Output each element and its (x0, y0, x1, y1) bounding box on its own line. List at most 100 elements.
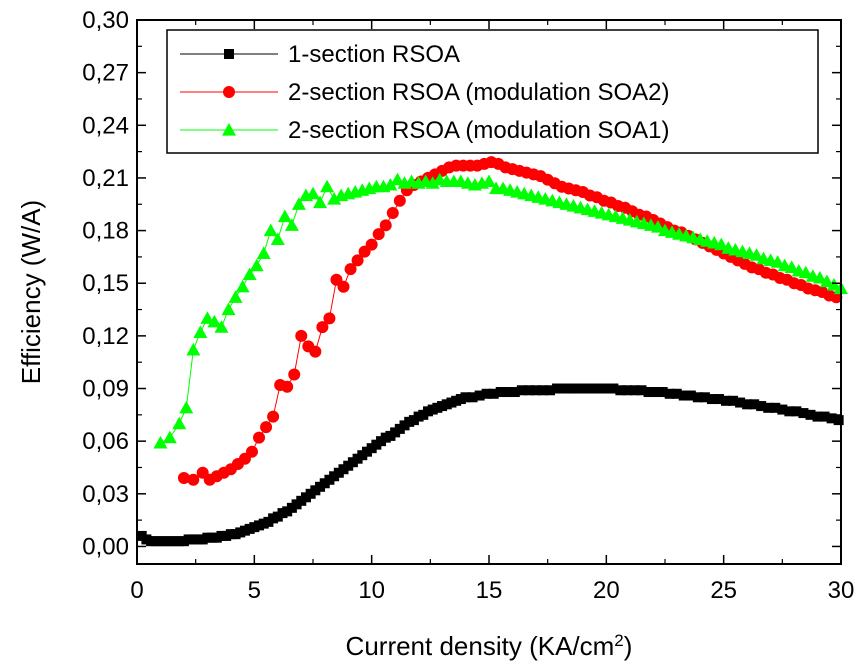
data-point (260, 421, 273, 434)
data-point (713, 394, 724, 405)
data-point (826, 277, 841, 291)
data-point (267, 410, 280, 423)
series-2 (177, 156, 843, 486)
legend-label: 2-section RSOA (modulation SOA2) (288, 79, 670, 106)
axis-layer: 0 5 10 15 20 25 30 0,00 0,03 0,06 0,09 0,12 0,15 0,18… (82, 7, 854, 604)
legend-entry: 2-section RSOA (modulation SOA2) (180, 79, 670, 106)
data-point (502, 387, 513, 398)
data-point (608, 383, 619, 394)
data-point (309, 345, 322, 358)
x-tick-label: 10 (358, 577, 385, 604)
data-point (756, 401, 767, 412)
data-point (622, 385, 633, 396)
data-point (393, 194, 406, 207)
data-point (580, 383, 591, 394)
data-point (277, 209, 292, 223)
x-axis-title-main: Current density (KA/cm (346, 631, 615, 661)
series-layer (136, 156, 848, 547)
y-tick-label: 0,09 (82, 376, 129, 403)
data-point (552, 383, 563, 394)
data-point (706, 394, 717, 405)
data-point (379, 219, 392, 232)
series-1 (136, 383, 844, 547)
data-point (320, 179, 335, 193)
data-point (699, 392, 710, 403)
data-point (692, 392, 703, 403)
data-point (383, 177, 398, 191)
data-point (386, 207, 399, 220)
y-tick-label: 0,06 (82, 428, 129, 455)
data-point (728, 395, 739, 406)
data-point (316, 321, 329, 334)
data-point (798, 408, 809, 419)
data-point (819, 411, 830, 422)
data-point (390, 172, 405, 186)
y-tick-label: 0,30 (82, 7, 129, 34)
data-point (295, 329, 308, 342)
legend-entry: 1-section RSOA (180, 41, 460, 68)
series-line (183, 161, 837, 481)
data-point (365, 238, 378, 251)
data-point (306, 186, 320, 200)
data-point (253, 431, 266, 444)
y-axis-title: Efficiency (W/A) (16, 200, 46, 384)
data-point (685, 390, 696, 401)
data-point (770, 255, 785, 268)
y-tick-label: 0,27 (82, 60, 129, 87)
legend-label: 1-section RSOA (288, 41, 460, 68)
series-3 (153, 172, 848, 449)
data-point (523, 385, 534, 396)
data-point (643, 387, 654, 398)
x-tick-label: 0 (130, 577, 143, 604)
data-point (559, 383, 570, 394)
data-point (245, 445, 258, 458)
data-point (714, 237, 729, 251)
data-point (812, 411, 823, 422)
x-axis-title-superscript: 2 (614, 631, 623, 650)
x-tick-label: 5 (248, 577, 261, 604)
data-point (337, 280, 350, 293)
data-point (805, 409, 816, 420)
x-axis-title-end: ) (624, 631, 633, 661)
y-tick-label: 0,00 (82, 533, 129, 560)
x-tick-label: 25 (710, 577, 737, 604)
data-point (509, 387, 520, 398)
data-point (749, 248, 764, 261)
data-point (179, 400, 194, 414)
data-point (186, 342, 201, 356)
data-point (812, 270, 827, 284)
x-axis-title: Current density (KA/cm2) (346, 631, 633, 662)
legend-marker (222, 123, 236, 136)
data-point (566, 383, 577, 394)
legend-label: 2-section RSOA (modulation SOA1) (288, 117, 670, 144)
legend: 1-section RSOA 2-section RSOA (modulation… (166, 29, 819, 154)
data-point (791, 406, 802, 417)
data-point (587, 383, 598, 394)
data-point (200, 311, 215, 324)
data-point (615, 385, 626, 396)
data-point (798, 265, 813, 279)
data-point (671, 388, 682, 399)
data-point (545, 385, 556, 396)
data-point (214, 320, 229, 333)
data-point (281, 380, 294, 393)
data-point (530, 385, 541, 396)
x-tick-label: 20 (593, 577, 620, 604)
y-tick-label: 0,15 (82, 270, 129, 297)
series-line (141, 388, 839, 542)
data-point (735, 397, 746, 408)
data-point (187, 473, 200, 486)
data-point (601, 383, 612, 394)
data-point (425, 176, 440, 189)
y-tick-label: 0,24 (82, 112, 129, 139)
data-point (594, 383, 605, 394)
data-point (664, 388, 675, 399)
data-point (228, 290, 243, 303)
data-point (153, 435, 168, 449)
data-point (721, 395, 732, 406)
data-point (235, 279, 250, 293)
data-point (650, 220, 665, 233)
data-point (291, 197, 306, 210)
x-tick-label: 30 (828, 577, 855, 604)
